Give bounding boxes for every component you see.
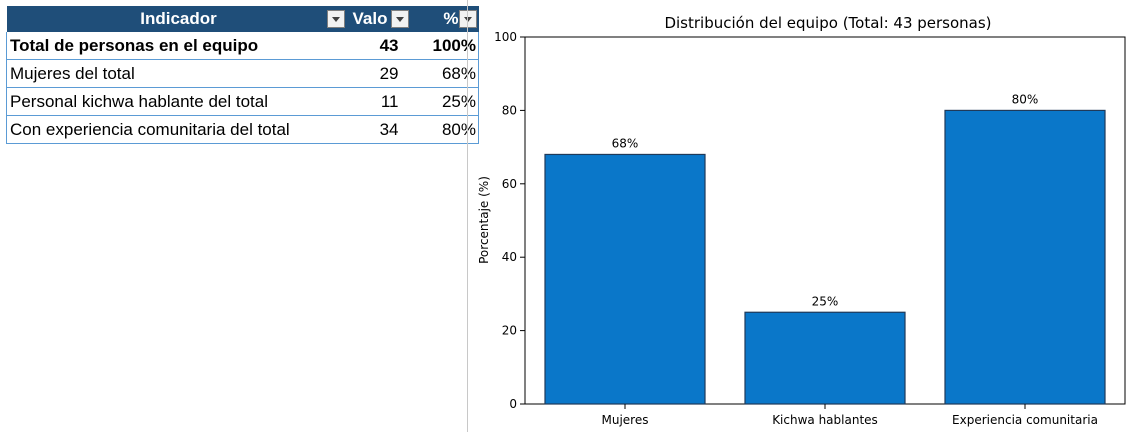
cell-indicador[interactable]: Total de personas en el equipo (6, 32, 351, 60)
table-row: Total de personas en el equipo 43 100% (6, 32, 479, 60)
header-valor: Valo (350, 6, 409, 32)
header-indicador: Indicador (6, 6, 351, 32)
bar-data-label: 25% (812, 294, 839, 308)
bar-0 (544, 153, 706, 405)
chart-title: Distribución del equipo (Total: 43 perso… (664, 14, 991, 32)
cell-indicador[interactable]: Personal kichwa hablante del total (6, 87, 351, 116)
y-axis-label: Porcentaje (%) (477, 176, 491, 264)
table-row: Mujeres del total 29 68% (6, 59, 479, 88)
panel-divider (467, 0, 468, 432)
header-label: % (443, 9, 459, 28)
indicator-table-container: Indicador Valo % Total de personas en el… (6, 6, 479, 144)
y-tick-label: 60 (502, 177, 517, 191)
y-tick-label: 0 (509, 397, 517, 411)
bar-data-label: 80% (1012, 92, 1039, 106)
table-row: Con experiencia comunitaria del total 34… (6, 115, 479, 144)
cell-indicador[interactable]: Con experiencia comunitaria del total (6, 115, 351, 144)
x-tick-label: Kichwa hablantes (772, 413, 878, 427)
y-tick-label: 100 (494, 30, 517, 44)
y-tick-label: 20 (502, 324, 517, 338)
cell-indicador[interactable]: Mujeres del total (6, 59, 351, 88)
cell-valor[interactable]: 34 (350, 115, 409, 144)
table-header-row: Indicador Valo % (6, 6, 479, 32)
filter-dropdown-icon[interactable] (390, 10, 409, 28)
bar-1 (744, 311, 906, 405)
y-tick-label: 80 (502, 103, 517, 117)
filter-dropdown-icon[interactable] (326, 10, 345, 28)
x-tick-label: Experiencia comunitaria (952, 413, 1098, 427)
table-row: Personal kichwa hablante del total 11 25… (6, 87, 479, 116)
header-porcentaje: % (408, 6, 479, 32)
cell-valor[interactable]: 43 (350, 32, 409, 60)
bar-data-label: 68% (612, 136, 639, 150)
x-tick-label: Mujeres (602, 413, 649, 427)
bar-2 (944, 109, 1106, 405)
bar-chart: Distribución del equipo (Total: 43 perso… (477, 14, 1126, 427)
plot-area: 0 20 40 60 80 100 68% Mujeres 25% Kichwa hablante… (494, 30, 1126, 427)
y-tick-label: 40 (502, 250, 517, 264)
indicator-table: Indicador Valo % Total de personas en el… (6, 6, 479, 144)
header-label: Valo (352, 9, 388, 28)
cell-valor[interactable]: 11 (350, 87, 409, 116)
header-label: Indicador (140, 9, 217, 28)
cell-valor[interactable]: 29 (350, 59, 409, 88)
